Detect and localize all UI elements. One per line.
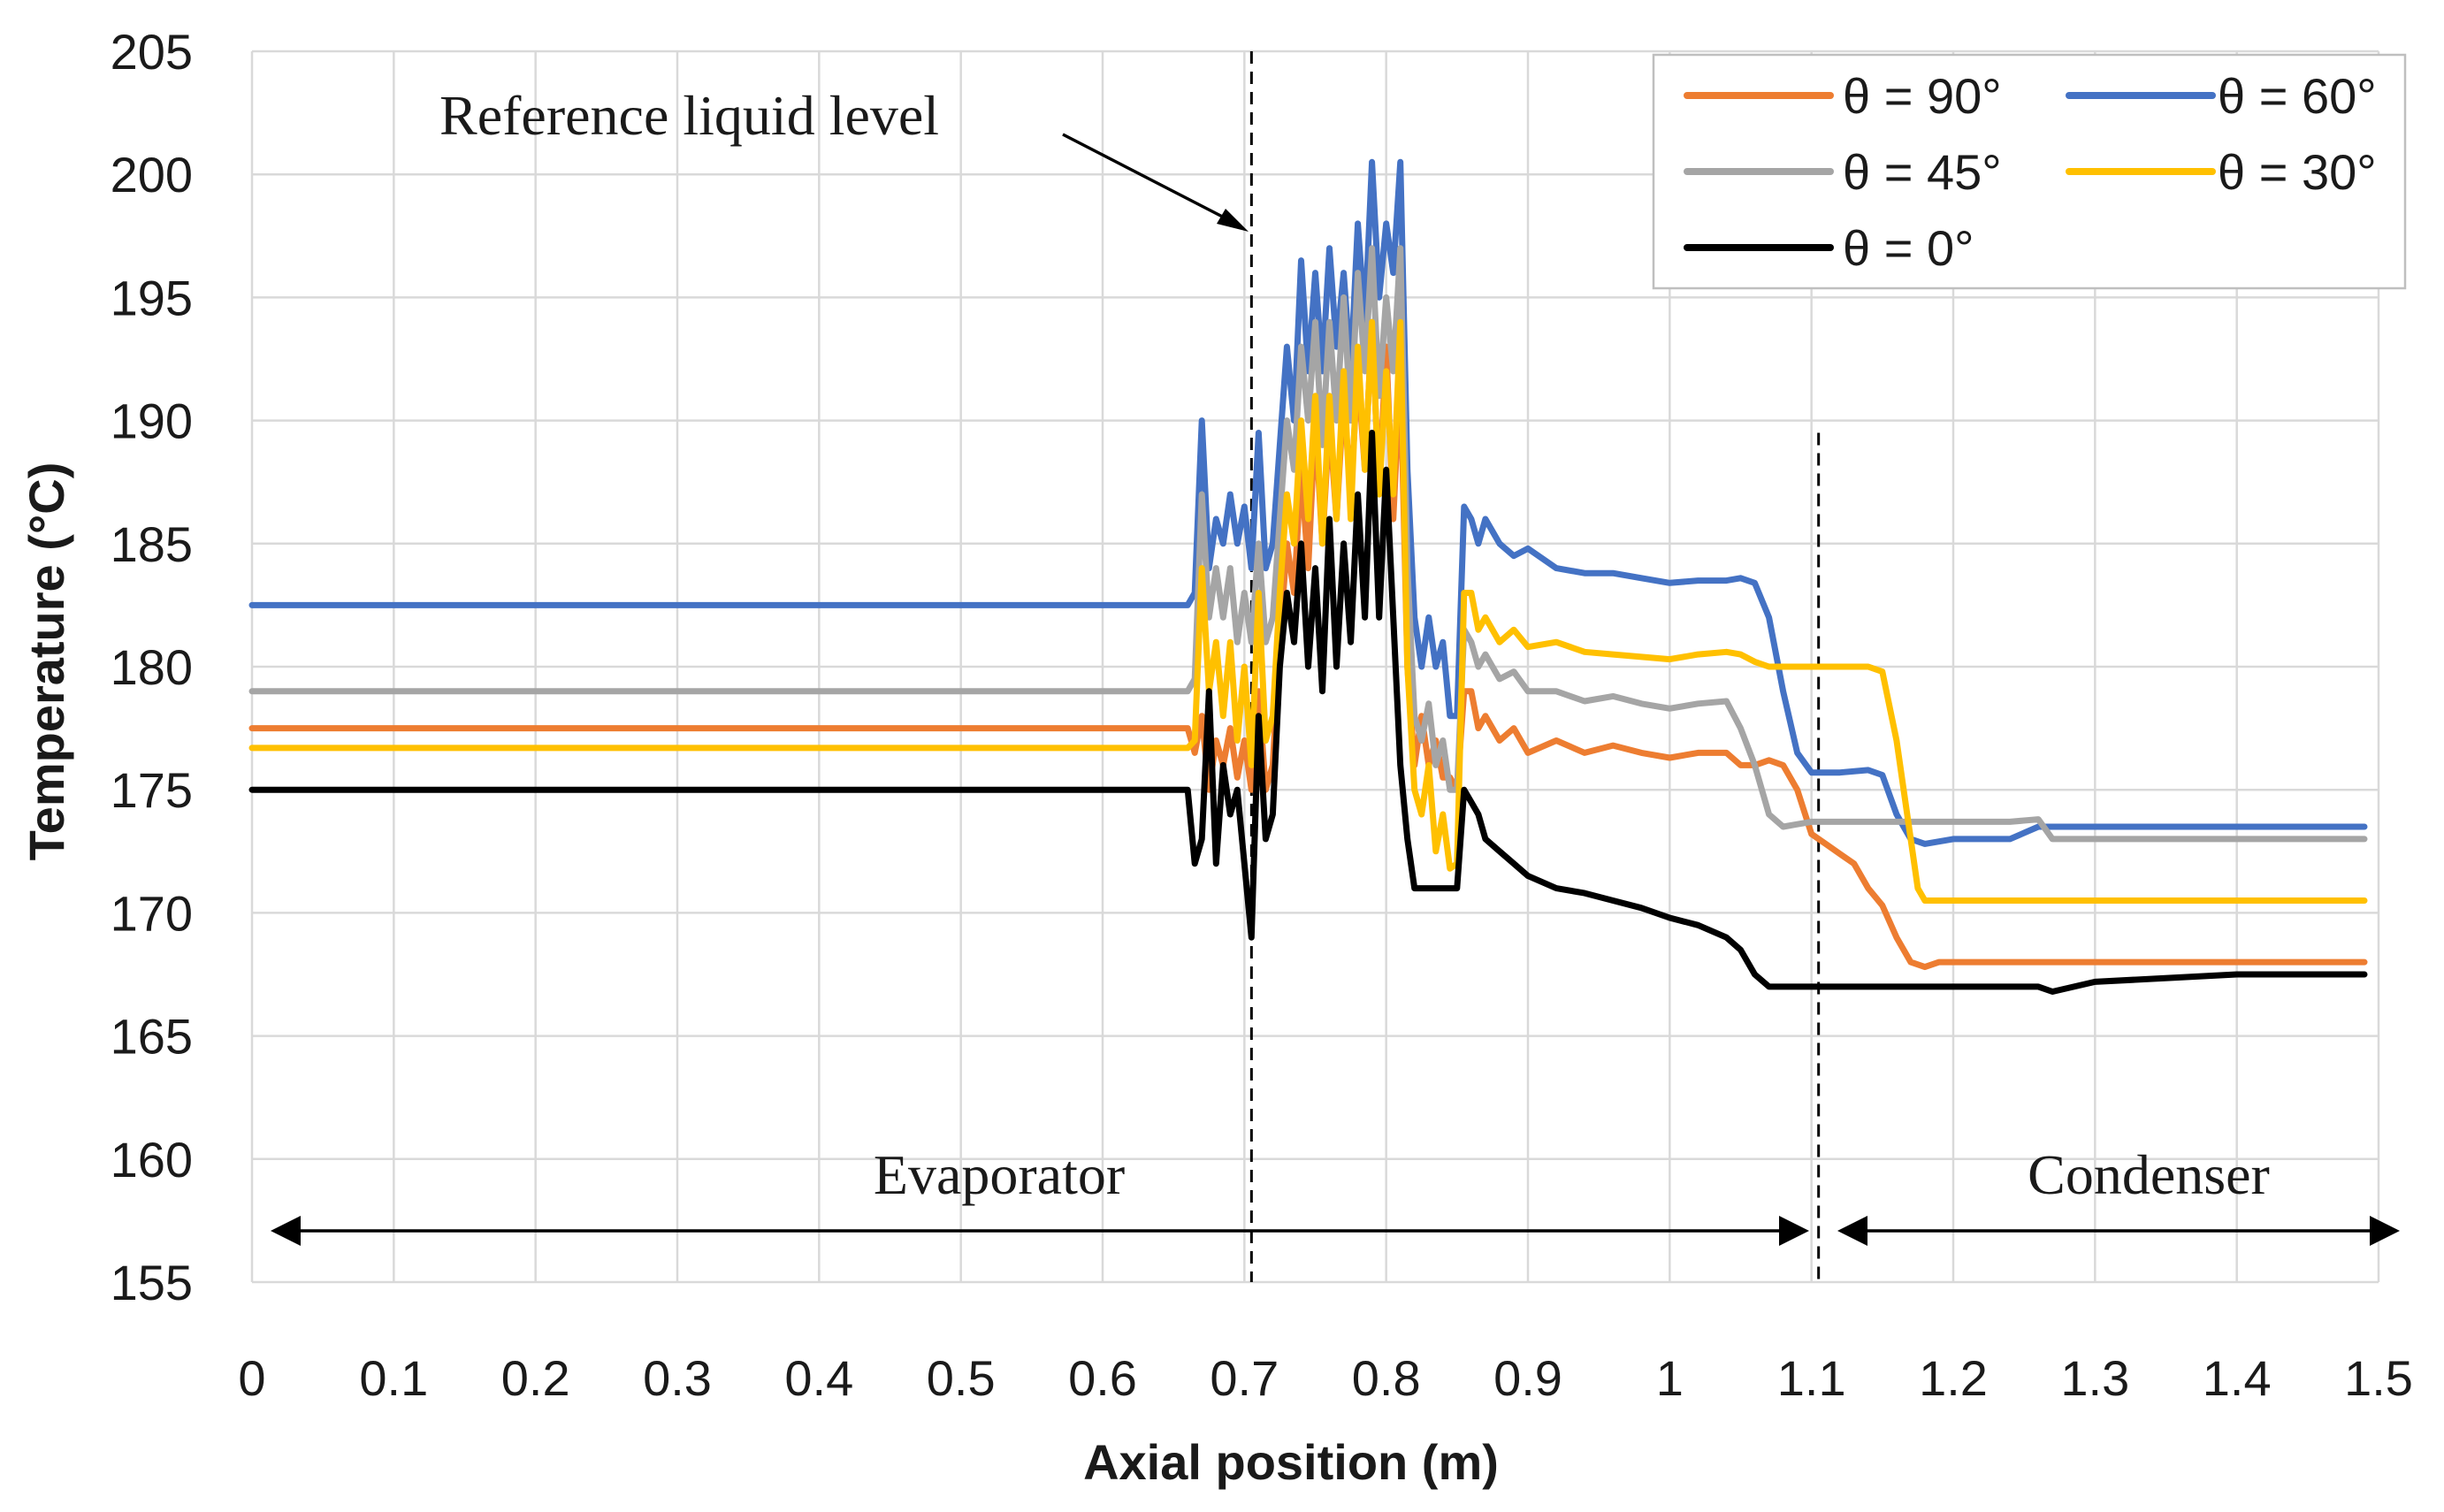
x-tick-label: 1.2: [1919, 1350, 1988, 1406]
x-tick-label: 0.1: [359, 1350, 428, 1406]
y-tick-label: 190: [111, 393, 193, 449]
x-axis-title: Axial position (m): [1083, 1434, 1499, 1490]
y-tick-label: 170: [111, 885, 193, 941]
x-tick-label: 0.6: [1068, 1350, 1137, 1406]
evaporator-label: Evaporator: [874, 1143, 1125, 1206]
y-axis-title: Temperature (°C): [19, 462, 74, 861]
legend-item: θ = 45°: [1684, 144, 2002, 200]
x-tick-label: 0.2: [501, 1350, 570, 1406]
x-tick-label: 1.1: [1777, 1350, 1846, 1406]
condenser-label: Condenser: [2028, 1143, 2270, 1206]
reference-liquid-level-label: Reference liquid level: [439, 84, 939, 147]
y-tick-label: 205: [111, 24, 193, 80]
legend-item: θ = 60°: [2066, 68, 2377, 124]
y-tick-label: 200: [111, 147, 193, 202]
reference-lines: [1249, 51, 1821, 1282]
reference-arrow: [1062, 133, 1249, 232]
y-tick-label: 165: [111, 1009, 193, 1065]
x-tick-label: 1: [1656, 1350, 1684, 1406]
legend-label: θ = 60°: [2218, 68, 2377, 124]
x-tick-label: 0.7: [1210, 1350, 1279, 1406]
series-line: [248, 245, 2368, 843]
y-tick-label: 195: [111, 270, 193, 325]
x-tick-label: 0: [238, 1350, 265, 1406]
condenser-arrow: [1837, 1216, 2400, 1246]
legend-label: θ = 45°: [1843, 144, 2002, 200]
legend-item: θ = 90°: [1684, 68, 2002, 124]
evaporator-arrow: [271, 1216, 1809, 1246]
y-tick-label: 155: [111, 1255, 193, 1310]
series-line: [248, 158, 2368, 847]
x-tick-label: 0.5: [927, 1350, 996, 1406]
x-tick-label: 1.3: [2060, 1350, 2129, 1406]
y-tick-label: 175: [111, 762, 193, 818]
y-tick-label: 185: [111, 516, 193, 572]
y-tick-label: 180: [111, 639, 193, 695]
tick-labels: 0 0.1 0.2 0.3 0.4 0.5 0.6 0.7 0.8 0.9 1 1.1 1.2 1.3 1.…: [111, 24, 2413, 1406]
legend-label: θ = 0°: [1843, 220, 1974, 276]
x-tick-label: 0.8: [1352, 1350, 1421, 1406]
series-lines: [248, 158, 2368, 995]
series-line: [248, 318, 2368, 904]
legend-item: θ = 0°: [1684, 220, 1974, 276]
x-tick-label: 1.4: [2203, 1350, 2272, 1406]
series-line: [248, 430, 2368, 995]
x-tick-label: 0.3: [643, 1350, 712, 1406]
x-tick-label: 0.4: [784, 1350, 853, 1406]
y-tick-label: 160: [111, 1132, 193, 1187]
x-tick-label: 0.9: [1493, 1350, 1562, 1406]
legend-item: θ = 30°: [2066, 144, 2377, 200]
x-tick-label: 1.5: [2344, 1350, 2413, 1406]
legend: θ = 90° θ = 60° θ = 45° θ = 30° θ = 0°: [1652, 53, 2407, 290]
legend-label: θ = 30°: [2218, 144, 2377, 200]
legend-label: θ = 90°: [1843, 68, 2002, 124]
